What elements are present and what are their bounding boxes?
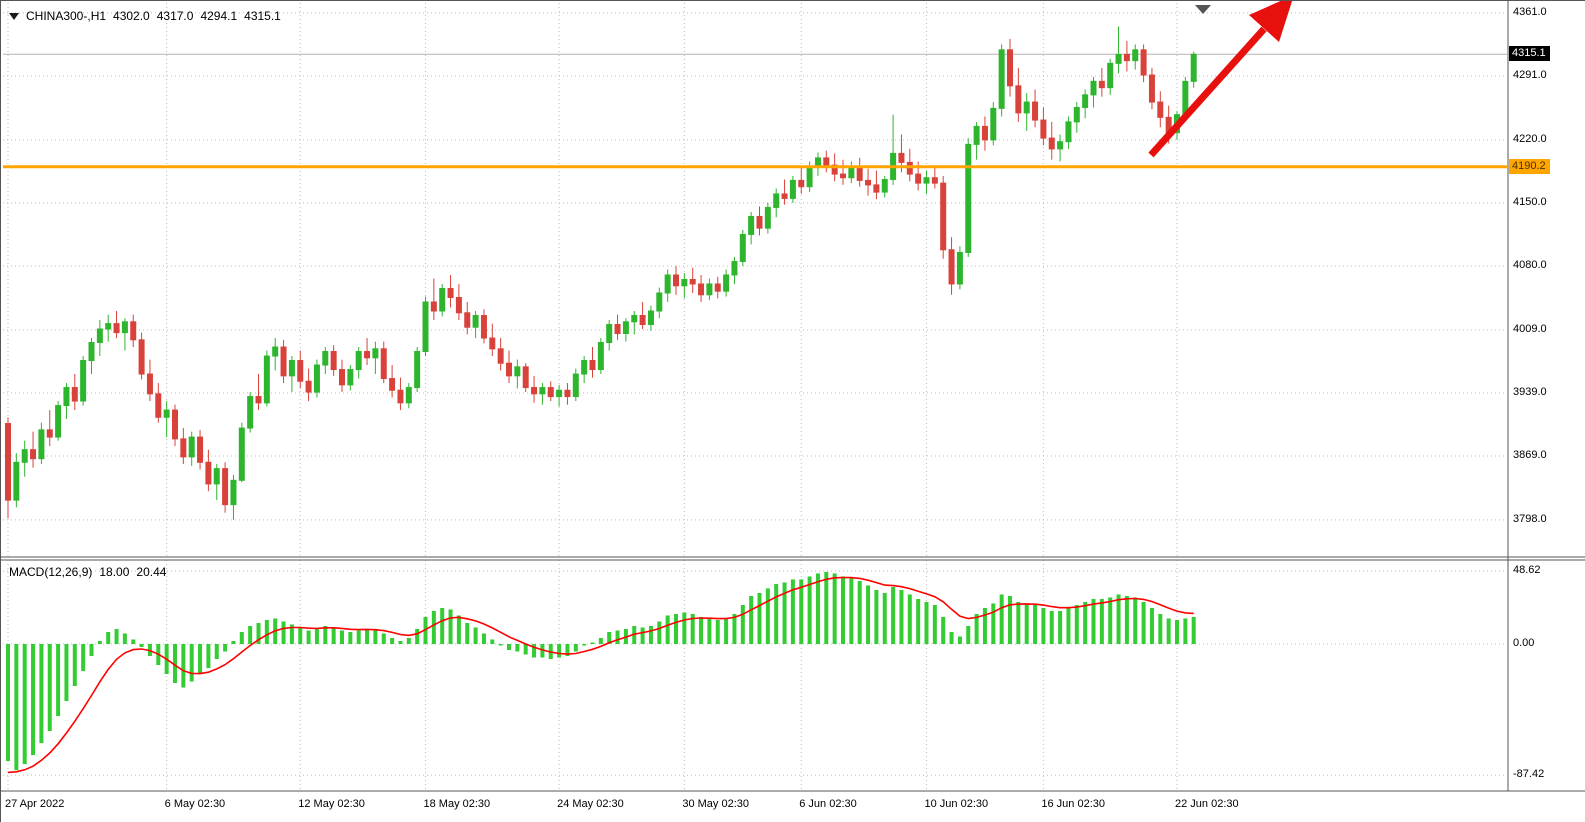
- price-tick-label: 4080.0: [1513, 258, 1547, 271]
- time-tick-label: 16 Jun 02:30: [1041, 798, 1106, 810]
- time-tick-label: 6 May 02:30: [164, 798, 226, 810]
- symbol-info: CHINA300-,H1 4302.0 4317.0 4294.1 4315.1: [9, 9, 281, 23]
- macd-tick-label: 48.62: [1513, 564, 1541, 576]
- price-tick-label: 4361.0: [1513, 5, 1547, 18]
- time-tick-label: 6 Jun 02:30: [799, 798, 857, 810]
- ohlc-low: 4294.1: [200, 9, 238, 23]
- level-price-badge: 4190.2: [1509, 158, 1550, 174]
- ohlc-close: 4315.1: [244, 9, 281, 23]
- symbol-period-label: CHINA300-,H1: [26, 9, 107, 23]
- macd-signal-value: 20.44: [136, 565, 167, 579]
- price-tick-label: 3939.0: [1513, 385, 1547, 398]
- price-tick-label: 3869.0: [1513, 448, 1547, 461]
- chart-shift-marker-icon[interactable]: [1195, 5, 1211, 14]
- macd-indicator-label: MACD(12,26,9) 18.00 20.44: [9, 565, 166, 579]
- time-tick-label: 24 May 02:30: [557, 798, 624, 810]
- chart-menu-icon[interactable]: [9, 12, 19, 20]
- gridlines: [3, 3, 1507, 791]
- candles-layer: [5, 26, 1197, 520]
- price-tick-label: 4220.0: [1513, 132, 1547, 145]
- time-tick-label: 27 Apr 2022: [5, 798, 65, 810]
- price-tick-label: 4009.0: [1513, 322, 1547, 335]
- time-tick-label: 30 May 02:30: [682, 798, 749, 810]
- current-price-badge: 4315.1: [1509, 46, 1550, 62]
- macd-main-value: 18.00: [99, 565, 130, 579]
- macd-tick-label: -87.42: [1513, 768, 1545, 781]
- price-tick-label: 4150.0: [1513, 195, 1547, 208]
- macd-name: MACD(12,26,9): [9, 565, 93, 579]
- trend-arrow[interactable]: [1148, 1, 1294, 158]
- macd-tick-label: 0.00: [1513, 637, 1535, 649]
- time-tick-label: 22 Jun 02:30: [1175, 798, 1239, 810]
- macd-signal-line: [7, 576, 1194, 774]
- time-tick-label: 12 May 02:30: [298, 798, 365, 810]
- ohlc-high: 4317.0: [156, 9, 194, 23]
- price-tick-label: 4291.0: [1513, 68, 1547, 81]
- ohlc-open: 4302.0: [113, 9, 150, 23]
- time-tick-label: 18 May 02:30: [423, 798, 491, 810]
- macd-histogram: [6, 571, 1196, 771]
- time-tick-label: 10 Jun 02:30: [924, 798, 989, 810]
- price-tick-label: 3798.0: [1513, 512, 1547, 525]
